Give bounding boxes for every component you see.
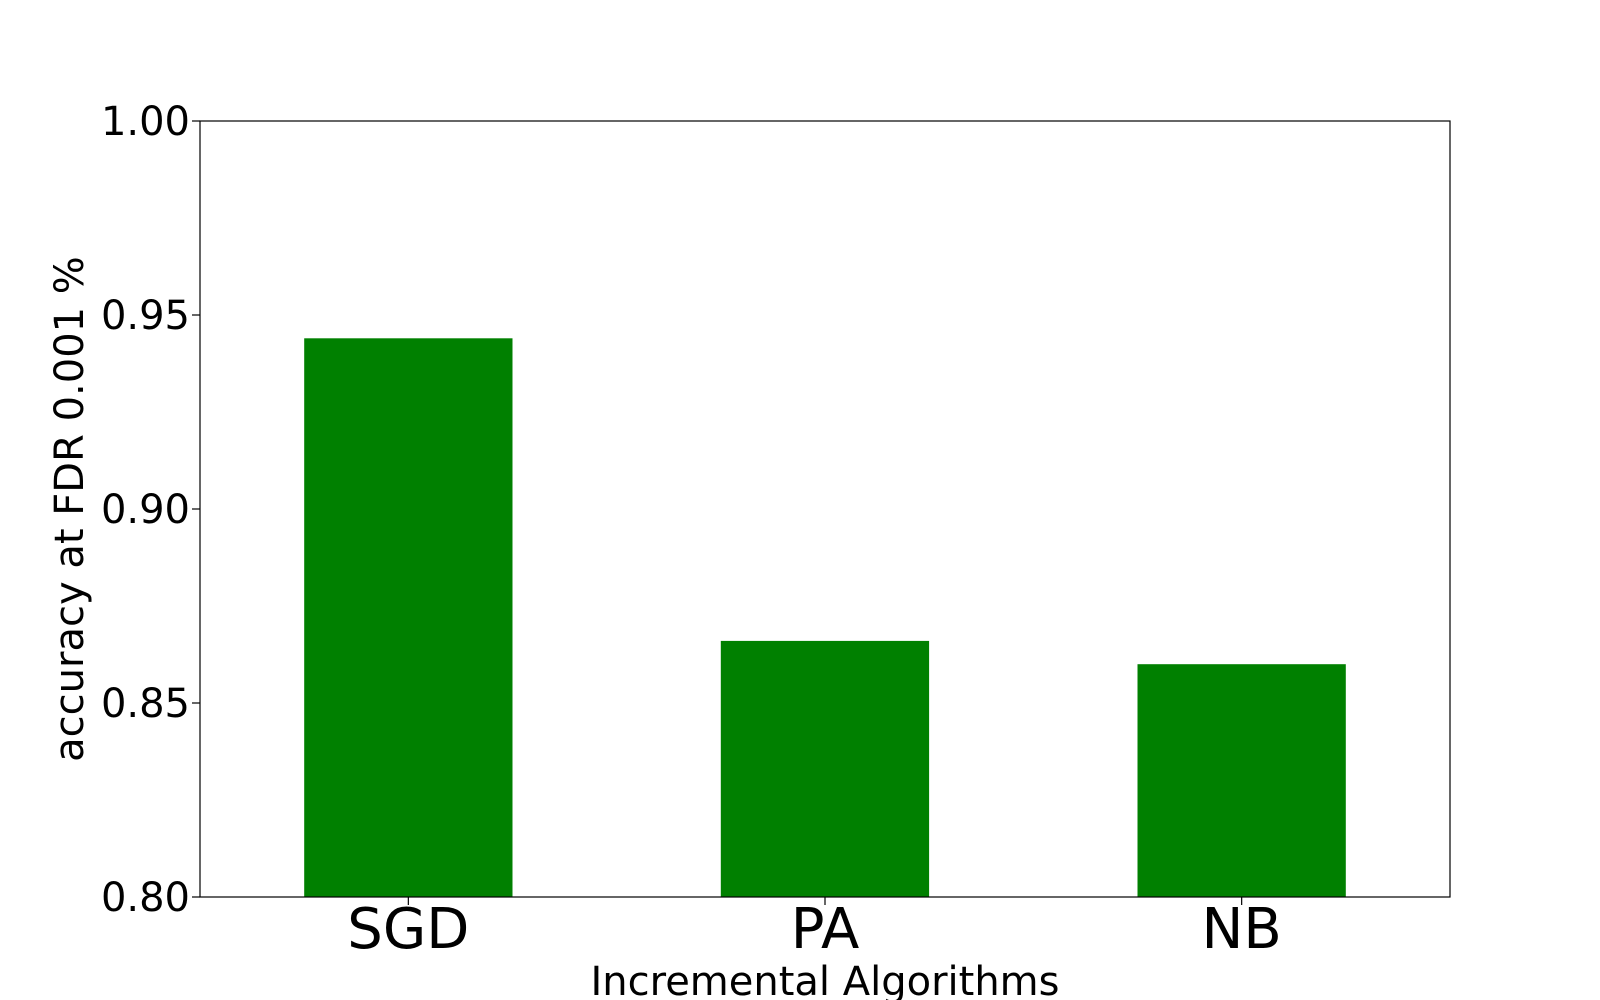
y-axis-label: accuracy at FDR 0.001 % xyxy=(47,256,93,762)
x-axis-ticks: SGD PA NB xyxy=(347,897,1282,962)
y-axis-ticks: 0.80 0.85 0.90 0.95 1.00 xyxy=(101,99,200,921)
y-tick-label: 0.90 xyxy=(101,487,190,533)
plot-frame xyxy=(199,120,1451,898)
x-tick-label-nb: NB xyxy=(1202,897,1282,962)
x-axis-label: Incremental Algorithms xyxy=(590,959,1059,1000)
bars-group xyxy=(304,338,1346,897)
y-tick-label: 0.80 xyxy=(101,875,190,921)
bar-nb xyxy=(1137,664,1346,897)
bar-pa xyxy=(720,640,930,897)
x-tick-label-pa: PA xyxy=(791,897,860,962)
y-tick-label: 1.00 xyxy=(101,99,190,145)
y-tick-label: 0.85 xyxy=(101,681,190,727)
y-tick-label: 0.95 xyxy=(101,293,190,339)
bar-sgd xyxy=(304,338,513,897)
x-tick-label-sgd: SGD xyxy=(347,897,469,962)
